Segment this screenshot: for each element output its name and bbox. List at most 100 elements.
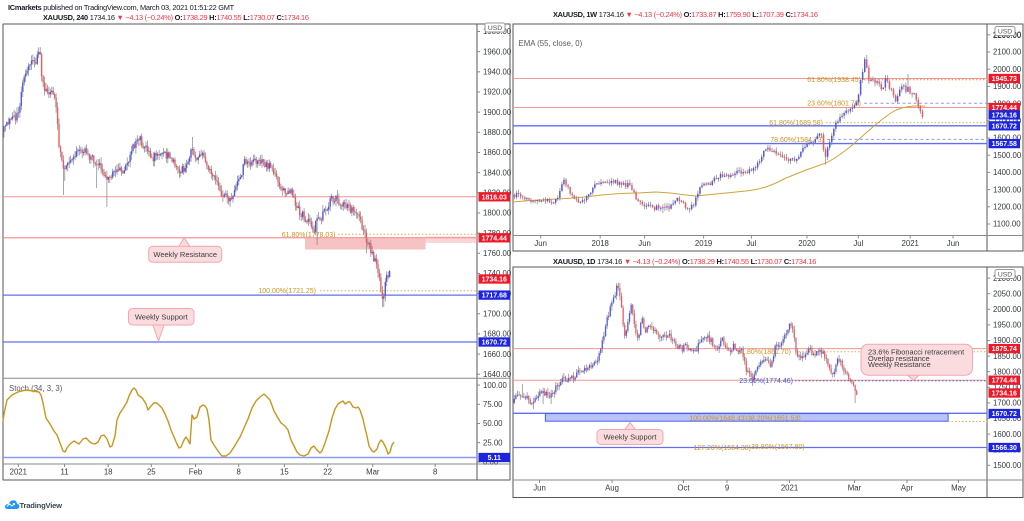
svg-text:Aug: Aug [605, 484, 619, 493]
svg-text:1850.00: 1850.00 [993, 352, 1022, 361]
svg-text:1600.00: 1600.00 [993, 134, 1022, 143]
svg-text:61.80%(1861.70): 61.80%(1861.70) [737, 349, 791, 356]
svg-text:1670.72: 1670.72 [992, 411, 1017, 418]
svg-text:1900.00: 1900.00 [993, 82, 1022, 91]
svg-text:1566.30: 1566.30 [992, 445, 1017, 452]
svg-text:1774.44: 1774.44 [992, 378, 1017, 385]
svg-text:1950.00: 1950.00 [993, 321, 1022, 330]
svg-text:1860.00: 1860.00 [483, 148, 512, 157]
svg-text:1680.00: 1680.00 [483, 330, 512, 339]
svg-text:TradingView: TradingView [20, 501, 63, 510]
svg-text:1567.58: 1567.58 [992, 141, 1017, 148]
svg-text:Stoch (34, 3, 3): Stoch (34, 3, 3) [9, 384, 63, 393]
svg-text:1816.03: 1816.03 [482, 194, 507, 201]
svg-text:38.80%(1567.80): 38.80%(1567.80) [751, 444, 805, 451]
svg-text:25: 25 [147, 468, 156, 477]
svg-text:XAUUSD, 240 1734.16 ▼ −4.13 (−: XAUUSD, 240 1734.16 ▼ −4.13 (−0.24%) O:1… [43, 13, 309, 22]
svg-text:38.20%(1651.53): 38.20%(1651.53) [747, 416, 801, 423]
svg-text:1500.00: 1500.00 [993, 461, 1022, 470]
svg-text:Jun: Jun [533, 484, 546, 493]
svg-text:5.11: 5.11 [488, 455, 501, 462]
svg-text:Mar: Mar [848, 484, 862, 493]
svg-text:1100.00: 1100.00 [993, 220, 1021, 229]
svg-text:1945.73: 1945.73 [992, 76, 1017, 83]
svg-text:1660.00: 1660.00 [483, 350, 512, 359]
svg-text:25.00: 25.00 [483, 438, 503, 447]
svg-text:11: 11 [60, 468, 68, 477]
svg-text:75.00: 75.00 [483, 400, 503, 409]
svg-text:1900.00: 1900.00 [483, 108, 512, 117]
svg-text:1670.72: 1670.72 [482, 340, 507, 347]
svg-text:1960.00: 1960.00 [483, 47, 512, 56]
svg-text:1734.16: 1734.16 [992, 112, 1017, 119]
svg-text:Oct: Oct [677, 484, 690, 493]
svg-text:100.00%(1721.25): 100.00%(1721.25) [258, 288, 316, 295]
svg-text:61.80%(1689.58): 61.80%(1689.58) [769, 120, 823, 127]
svg-text:1600.00: 1600.00 [993, 430, 1022, 439]
svg-text:23.60%(1801.78): 23.60%(1801.78) [807, 101, 861, 108]
svg-text:2018: 2018 [592, 239, 609, 248]
svg-text:61.80%(1778.03): 61.80%(1778.03) [282, 232, 336, 239]
svg-text:1700.00: 1700.00 [993, 399, 1022, 408]
svg-text:2021: 2021 [781, 484, 798, 493]
svg-text:1774.44: 1774.44 [992, 105, 1017, 112]
svg-text:1400.00: 1400.00 [993, 168, 1022, 177]
svg-text:100.00: 100.00 [483, 381, 508, 390]
svg-text:1774.44: 1774.44 [482, 235, 507, 242]
svg-text:1875.74: 1875.74 [992, 346, 1017, 353]
svg-text:2100.00: 2100.00 [993, 48, 1022, 57]
svg-text:May: May [951, 484, 966, 493]
svg-text:1650.00: 1650.00 [993, 414, 1022, 423]
svg-text:Weekly Support: Weekly Support [604, 433, 658, 442]
svg-text:Jun: Jun [947, 239, 960, 248]
svg-text:1900.00: 1900.00 [993, 336, 1022, 345]
svg-text:2000.00: 2000.00 [993, 305, 1022, 314]
svg-text:Mar: Mar [366, 468, 380, 477]
svg-text:1734.16: 1734.16 [482, 277, 507, 284]
svg-text:23.6% Fibonacci retracement: 23.6% Fibonacci retracement [868, 348, 964, 357]
svg-text:2019: 2019 [695, 239, 712, 248]
svg-text:1640.00: 1640.00 [483, 370, 512, 379]
svg-text:2021: 2021 [10, 468, 27, 477]
svg-text:127.20%(1564.38): 127.20%(1564.38) [693, 445, 751, 452]
svg-text:USD: USD [488, 25, 502, 32]
svg-text:1500.00: 1500.00 [993, 151, 1022, 160]
svg-text:Jun: Jun [638, 239, 651, 248]
svg-text:18: 18 [104, 468, 113, 477]
svg-text:22: 22 [323, 468, 332, 477]
svg-text:1760.00: 1760.00 [483, 249, 512, 258]
svg-text:USD: USD [998, 272, 1012, 279]
svg-text:EMA (55, close, 0): EMA (55, close, 0) [519, 39, 583, 48]
svg-text:1800.00: 1800.00 [993, 367, 1022, 376]
svg-text:50.00: 50.00 [483, 419, 503, 428]
svg-text:15: 15 [280, 468, 289, 477]
svg-text:XAUUSD, 1W 1734.16 ▼ −4.13 (−0: XAUUSD, 1W 1734.16 ▼ −4.13 (−0.24%) O:17… [553, 10, 818, 19]
svg-text:Overlap resistance: Overlap resistance [868, 354, 930, 363]
svg-text:1300.00: 1300.00 [993, 185, 1022, 194]
svg-text:1740.00: 1740.00 [483, 269, 512, 278]
svg-text:2000.00: 2000.00 [993, 65, 1022, 74]
svg-text:23.60%(1774.46): 23.60%(1774.46) [739, 378, 793, 385]
svg-text:1800.00: 1800.00 [483, 209, 512, 218]
svg-text:Jul: Jul [853, 239, 863, 248]
svg-text:2020: 2020 [798, 239, 816, 248]
svg-text:Weekly Resistance: Weekly Resistance [868, 360, 931, 369]
svg-text:1734.16: 1734.16 [992, 391, 1017, 398]
svg-text:ICmarkets published on Trading: ICmarkets published on TradingView.com, … [8, 3, 235, 12]
svg-text:78.60%(1584.73): 78.60%(1584.73) [770, 137, 824, 144]
svg-text:1840.00: 1840.00 [483, 168, 512, 177]
svg-text:8: 8 [433, 468, 437, 477]
svg-text:100.00%(1648.43): 100.00%(1648.43) [689, 416, 747, 423]
svg-text:1200.00: 1200.00 [993, 203, 1022, 212]
svg-text:9: 9 [725, 484, 729, 493]
svg-text:Jun: Jun [534, 239, 547, 248]
svg-text:XAUUSD, 1D 1734.16 ▼ −4.13 (−0: XAUUSD, 1D 1734.16 ▼ −4.13 (−0.24%) O:17… [553, 257, 816, 266]
svg-text:2021: 2021 [902, 239, 919, 248]
svg-text:2050.00: 2050.00 [993, 289, 1022, 298]
svg-text:Apr: Apr [901, 484, 914, 493]
svg-text:1940.00: 1940.00 [483, 68, 512, 77]
svg-text:Weekly Support: Weekly Support [135, 312, 189, 321]
svg-text:1700.00: 1700.00 [483, 309, 512, 318]
svg-text:1700.00: 1700.00 [993, 117, 1022, 126]
svg-text:61.80%(1938.45): 61.80%(1938.45) [807, 77, 861, 84]
